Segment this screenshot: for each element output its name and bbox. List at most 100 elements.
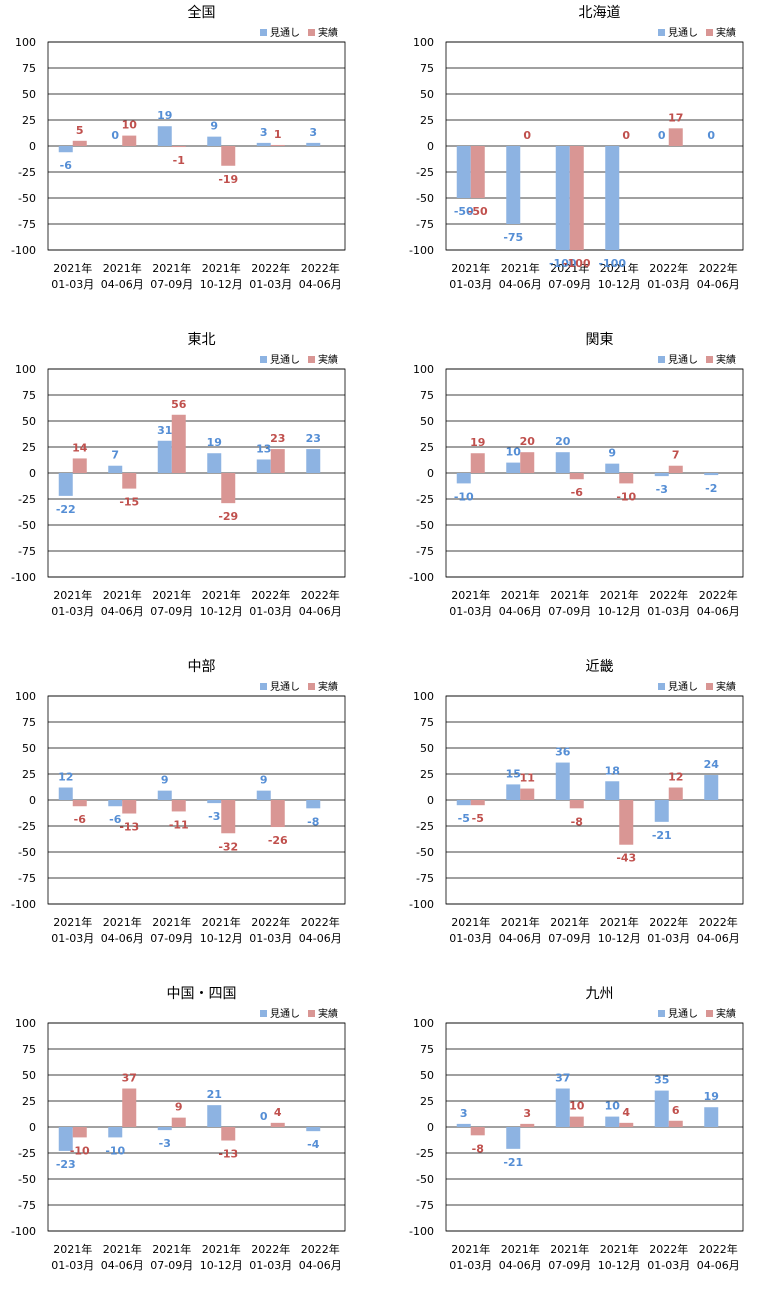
x-tick-label: 2021年 [152,261,191,275]
y-tick-label: 0 [29,140,36,153]
y-tick-label: -50 [416,1173,434,1186]
x-tick-label: 10-12月 [598,1259,641,1272]
data-label-forecast: 0 [658,129,666,142]
bar-forecast [556,1089,570,1127]
y-tick-label: -100 [11,571,36,584]
x-tick-label: 07-09月 [548,605,591,618]
legend-label-forecast: 見通し [668,27,698,39]
x-tick-label: 2021年 [152,588,191,602]
data-label-forecast: 24 [704,758,720,771]
data-label-forecast: -5 [458,812,470,825]
legend-swatch-forecast [260,1010,267,1017]
bar-actual [73,1127,87,1137]
x-tick-label: 01-03月 [51,932,94,945]
y-tick-label: -100 [11,898,36,911]
x-tick-label: 2021年 [103,915,142,929]
bar-chart: 近畿見通し実績1007550250-25-50-75-1002021年01-03… [398,654,761,974]
x-tick-label: 01-03月 [449,1259,492,1272]
x-tick-label: 01-03月 [249,605,292,618]
y-tick-label: -75 [416,872,434,885]
bar-actual [520,1124,534,1127]
x-tick-label: 01-03月 [647,605,690,618]
data-label-forecast: 9 [608,447,616,460]
data-label-actual: 20 [520,435,536,448]
bar-actual [122,473,136,489]
x-tick-label: 07-09月 [548,932,591,945]
x-tick-label: 2022年 [699,588,738,602]
y-tick-label: 25 [420,114,434,127]
data-label-actual: -15 [119,496,139,509]
y-tick-label: 100 [15,690,36,703]
bar-forecast [556,763,570,800]
x-tick-label: 04-06月 [299,1259,342,1272]
x-tick-label: 10-12月 [598,278,641,291]
bar-actual [172,146,186,147]
data-label-forecast: 19 [207,436,222,449]
bar-chart: 全国見通し実績1007550250-25-50-75-1002021年01-03… [0,0,380,320]
data-label-forecast: 19 [157,109,172,122]
y-tick-label: -50 [18,192,36,205]
chart-title: 九州 [586,986,614,1002]
x-tick-label: 2021年 [600,588,639,602]
bar-forecast [207,800,221,803]
x-tick-label: 07-09月 [150,278,193,291]
bar-actual [570,146,584,250]
y-tick-label: -75 [18,1199,36,1212]
x-tick-label: 07-09月 [548,1259,591,1272]
bar-forecast [506,146,520,224]
y-tick-label: 75 [22,389,36,402]
bar-chart: 東北見通し実績1007550250-25-50-75-1002021年01-03… [0,327,380,647]
y-tick-label: 0 [427,1121,434,1134]
bar-forecast [556,146,570,250]
bar-forecast [457,1124,471,1127]
bar-actual [172,800,186,811]
bar-forecast [506,784,520,800]
y-tick-label: -100 [11,1225,36,1238]
bar-actual [221,146,235,166]
bar-forecast [704,473,718,475]
y-tick-label: 75 [420,62,434,75]
x-tick-label: 04-06月 [499,605,542,618]
bar-actual [271,145,285,146]
x-tick-label: 2022年 [301,588,340,602]
x-tick-label: 2021年 [550,1242,589,1256]
legend-swatch-actual [308,29,315,36]
bar-actual [221,1127,235,1141]
y-tick-label: 25 [420,1095,434,1108]
y-tick-label: 25 [420,441,434,454]
bar-actual [73,800,87,806]
x-tick-label: 2021年 [550,588,589,602]
x-tick-label: 01-03月 [249,932,292,945]
y-tick-label: 100 [413,36,434,49]
legend-label-actual: 実績 [318,680,338,693]
y-tick-label: -25 [416,493,434,506]
data-label-actual: -6 [74,813,87,826]
x-tick-label: 2022年 [699,915,738,929]
bar-forecast [605,1117,619,1127]
bar-forecast [108,800,122,806]
x-tick-label: 2021年 [53,915,92,929]
chart-title: 中部 [188,659,216,675]
legend-swatch-forecast [658,1010,665,1017]
bar-chart: 中部見通し実績1007550250-25-50-75-1002021年01-03… [0,654,380,974]
data-label-forecast: 9 [260,774,268,787]
data-label-actual: -10 [616,490,636,503]
x-tick-label: 04-06月 [499,278,542,291]
data-label-actual: -6 [571,486,584,499]
x-tick-label: 2021年 [152,1242,191,1256]
data-label-forecast: 12 [58,771,73,784]
x-tick-label: 2021年 [451,915,490,929]
x-tick-label: 2021年 [501,588,540,602]
x-tick-label: 2021年 [600,1242,639,1256]
data-label-forecast: 35 [654,1074,669,1087]
bar-chart: 北海道見通し実績1007550250-25-50-75-1002021年01-0… [398,0,761,320]
data-label-actual: -19 [218,173,238,186]
data-label-forecast: 0 [707,129,715,142]
bar-actual [271,1123,285,1127]
data-label-actual: 10 [122,119,138,132]
chart-title: 関東 [586,332,614,348]
y-tick-label: 50 [420,415,434,428]
y-tick-label: 0 [29,467,36,480]
